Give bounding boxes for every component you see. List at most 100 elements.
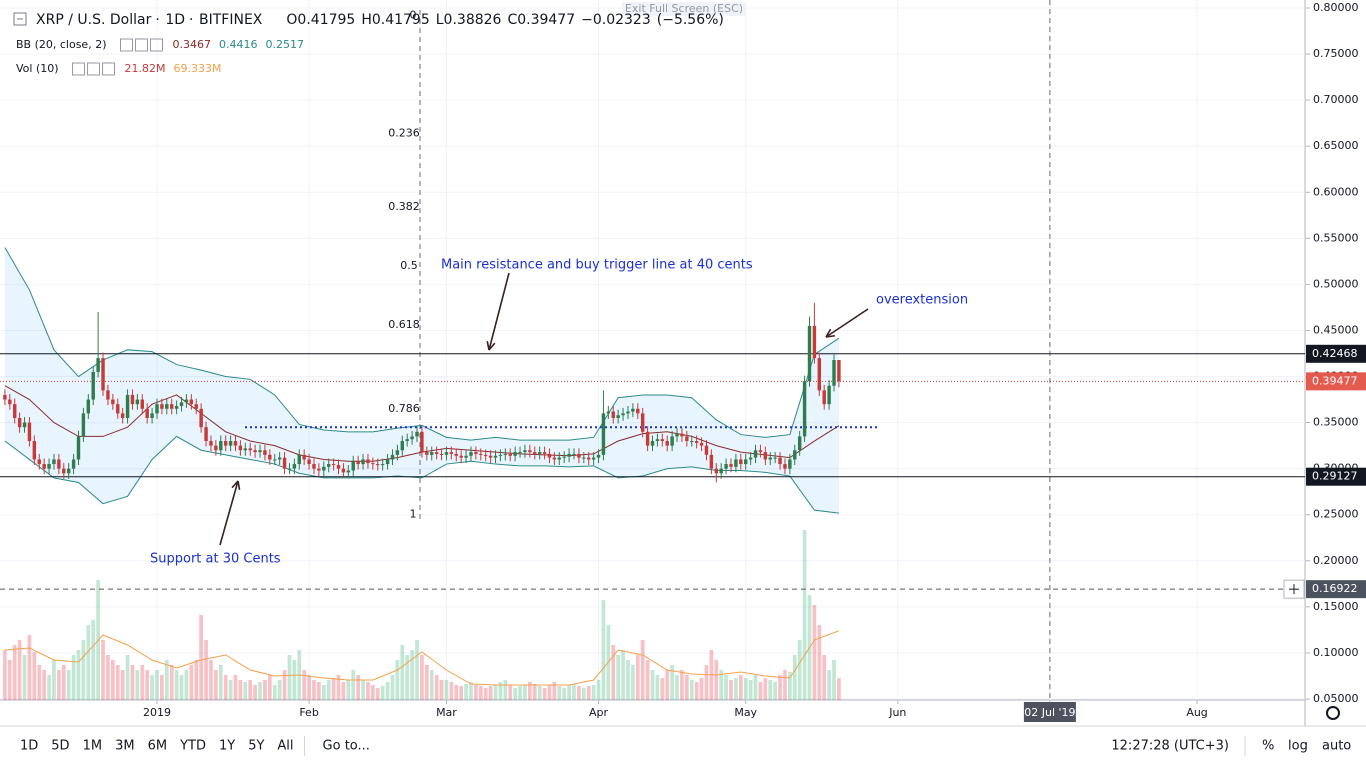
volume-bar xyxy=(115,665,120,700)
range-button[interactable]: 6M xyxy=(148,739,168,754)
volume-bar xyxy=(488,686,493,700)
candle-body xyxy=(214,445,218,451)
volume-bar xyxy=(694,682,699,700)
range-button[interactable]: All xyxy=(277,739,293,754)
volume-bar xyxy=(459,686,464,700)
range-button[interactable]: 3M xyxy=(115,739,135,754)
fib-label: 0.382 xyxy=(388,200,420,213)
tooltip-bg xyxy=(622,2,746,16)
overlay: Exit Full Screen (ESC) xyxy=(13,2,746,26)
candle-body xyxy=(430,452,434,455)
candle-body xyxy=(174,406,179,409)
volume-bar xyxy=(797,640,802,700)
candle-body xyxy=(81,413,86,437)
range-button[interactable]: 5Y xyxy=(248,739,264,754)
clock: 12:27:28 (UTC+3) xyxy=(1111,739,1229,754)
volume-bar xyxy=(135,670,140,700)
volume-bar xyxy=(312,680,316,700)
volume-bar xyxy=(738,675,743,700)
volume-bar xyxy=(17,640,22,700)
range-button[interactable]: 1M xyxy=(83,739,103,754)
candle-body xyxy=(17,417,22,428)
range-button[interactable]: 1Y xyxy=(219,739,235,754)
candle-body xyxy=(479,453,483,455)
candle-body xyxy=(753,450,758,458)
candle-body xyxy=(297,454,301,465)
candle-body xyxy=(763,452,768,460)
scale-option[interactable]: log xyxy=(1288,739,1308,754)
candle-body xyxy=(179,402,184,407)
candle-body xyxy=(101,358,105,391)
collapse-icon[interactable] xyxy=(13,12,27,26)
goto-button[interactable]: Go to... xyxy=(323,739,370,754)
volume-bar xyxy=(243,682,248,700)
candle-body xyxy=(228,441,233,446)
x-tick-label: Aug xyxy=(1186,706,1207,719)
sep: · xyxy=(189,12,193,28)
volume-bar xyxy=(763,678,768,700)
y-tick-label: 0.60000 xyxy=(1313,185,1359,198)
annotation-arrow xyxy=(488,272,510,351)
candle-body xyxy=(788,459,792,469)
legend-icon[interactable] xyxy=(120,38,133,52)
volume-bar xyxy=(670,665,674,700)
legend-icon[interactable] xyxy=(87,62,101,76)
price-badge-label: 0.29127 xyxy=(1312,470,1358,483)
volume-bar xyxy=(675,675,679,700)
candle-body xyxy=(71,459,76,469)
candle-body xyxy=(356,461,360,465)
volume-bar xyxy=(704,665,709,700)
candle-body xyxy=(199,408,203,428)
legend-icon[interactable] xyxy=(72,62,86,76)
scale-option[interactable]: % xyxy=(1262,739,1274,754)
volume-bar xyxy=(616,655,621,700)
settings-icon[interactable] xyxy=(1326,706,1340,720)
range-button[interactable]: YTD xyxy=(179,739,206,754)
volume-bar xyxy=(645,660,650,700)
volume-bar xyxy=(601,600,606,700)
legend-icon[interactable] xyxy=(102,62,116,76)
volume-bar xyxy=(429,670,434,700)
candle-body xyxy=(150,413,154,418)
candle-body xyxy=(734,459,738,467)
candle-body xyxy=(410,436,414,440)
volume-bar xyxy=(680,670,684,700)
volume-bar xyxy=(832,660,836,700)
candle-body xyxy=(248,448,252,451)
x-tick-label: Mar xyxy=(436,706,457,719)
candle-body xyxy=(66,468,71,474)
candle-body xyxy=(317,468,321,471)
candle-body xyxy=(454,453,458,456)
range-button[interactable]: 1D xyxy=(20,739,38,754)
volume-bar xyxy=(444,680,449,700)
arrow-head xyxy=(825,328,832,338)
scale-option[interactable]: auto xyxy=(1322,739,1351,754)
x-tick-label: Feb xyxy=(299,706,318,719)
x-tick-label: Apr xyxy=(589,706,609,719)
candle-body xyxy=(331,464,336,466)
fib-label: 0.236 xyxy=(388,126,420,139)
candle-body xyxy=(282,457,287,469)
volume-bar xyxy=(277,680,282,700)
volume-bar xyxy=(140,665,145,700)
volume-bar xyxy=(272,685,277,700)
legend-icon[interactable] xyxy=(150,38,163,52)
volume-bar xyxy=(145,670,150,700)
candle-body xyxy=(449,452,454,454)
volume-bar xyxy=(768,680,773,700)
candle-body xyxy=(111,399,115,405)
volume-bar xyxy=(326,680,331,700)
candle-body xyxy=(13,404,17,418)
candle-body xyxy=(582,457,586,459)
candle-body xyxy=(748,457,753,460)
y-tick-label: 0.65000 xyxy=(1313,139,1359,152)
volume-bar xyxy=(689,680,694,700)
volume-bar xyxy=(336,675,341,700)
candle-body xyxy=(547,453,552,458)
legend-icon[interactable] xyxy=(135,38,148,52)
candle-body xyxy=(812,325,817,359)
candle-body xyxy=(390,454,395,460)
range-button[interactable]: 5D xyxy=(51,739,69,754)
candle-body xyxy=(645,431,650,446)
